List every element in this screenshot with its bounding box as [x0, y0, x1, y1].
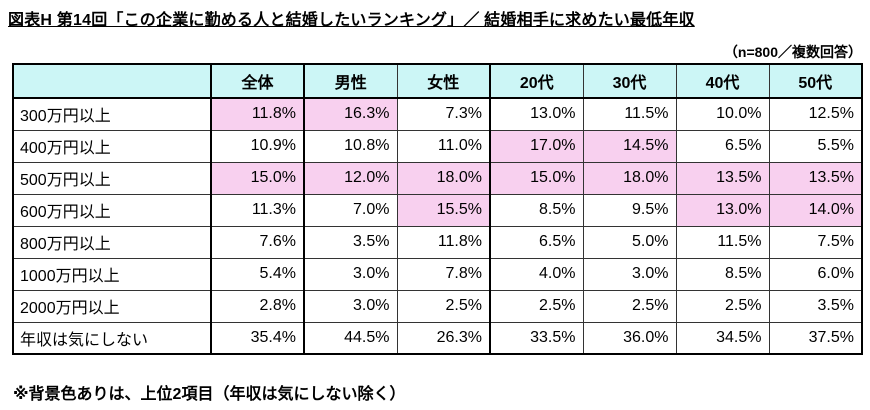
row-label: 500万円以上	[12, 161, 212, 195]
value-cell: 2.8%	[210, 289, 305, 323]
value-cell-highlighted: 18.0%	[582, 161, 677, 195]
row-label: 2000万円以上	[12, 289, 212, 323]
sample-size-note: （n=800／複数回答）	[723, 44, 862, 60]
row-label: 400万円以上	[12, 129, 212, 163]
value-cell-highlighted: 12.0%	[303, 161, 398, 195]
value-cell: 10.8%	[303, 129, 398, 163]
value-cell: 5.0%	[582, 225, 677, 259]
column-header: 30代	[582, 63, 677, 99]
value-cell: 11.5%	[582, 97, 677, 131]
value-cell: 7.6%	[210, 225, 305, 259]
value-cell-highlighted: 14.5%	[582, 129, 677, 163]
value-cell: 8.5%	[489, 193, 584, 227]
row-label: 1000万円以上	[12, 257, 212, 291]
row-label: 600万円以上	[12, 193, 212, 227]
value-cell: 3.5%	[768, 289, 863, 323]
table-row: 1000万円以上 5.4% 3.0% 7.8% 4.0% 3.0% 8.5% 6.0%	[12, 257, 863, 291]
row-label: 300万円以上	[12, 97, 212, 131]
value-cell: 7.5%	[768, 225, 863, 259]
value-cell: 12.5%	[768, 97, 863, 131]
value-cell-highlighted: 17.0%	[489, 129, 584, 163]
value-cell: 7.8%	[396, 257, 491, 291]
value-cell-highlighted: 15.5%	[396, 193, 491, 227]
value-cell: 4.0%	[489, 257, 584, 291]
value-cell: 10.0%	[675, 97, 770, 131]
value-cell: 2.5%	[675, 289, 770, 323]
row-label: 年収は気にしない	[12, 321, 212, 355]
value-cell: 2.5%	[396, 289, 491, 323]
value-cell: 11.3%	[210, 193, 305, 227]
table-row: 400万円以上 10.9% 10.8% 11.0% 17.0% 14.5% 6.5% 5.5%	[12, 129, 863, 163]
corner-cell	[12, 63, 212, 99]
value-cell: 7.3%	[396, 97, 491, 131]
value-cell: 34.5%	[675, 321, 770, 355]
table-row: 600万円以上 11.3% 7.0% 15.5% 8.5% 9.5% 13.0% 14.0%	[12, 193, 863, 227]
value-cell: 3.0%	[582, 257, 677, 291]
value-cell: 6.5%	[675, 129, 770, 163]
table-row: 年収は気にしない 35.4% 44.5% 26.3% 33.5% 36.0% 34.5% 37…	[12, 321, 863, 355]
value-cell: 11.5%	[675, 225, 770, 259]
ranking-table: 全体 男性 女性 20代 30代 40代 50代 300万円以上 11.8% 16.3% 7.3%…	[12, 63, 863, 355]
value-cell-highlighted: 16.3%	[303, 97, 398, 131]
column-header: 全体	[210, 63, 305, 99]
column-header: 40代	[675, 63, 770, 99]
value-cell-highlighted: 13.5%	[768, 161, 863, 195]
column-header: 50代	[768, 63, 863, 99]
figure-title: 図表H 第14回「この企業に勤める人と結婚したいランキング」／ 結婚相手に求めた…	[8, 12, 695, 29]
table-row: 800万円以上 7.6% 3.5% 11.8% 6.5% 5.0% 11.5% 7.5%	[12, 225, 863, 259]
value-cell: 7.0%	[303, 193, 398, 227]
value-cell: 5.5%	[768, 129, 863, 163]
row-label: 800万円以上	[12, 225, 212, 259]
column-header: 男性	[303, 63, 398, 99]
value-cell: 33.5%	[489, 321, 584, 355]
value-cell-highlighted: 13.5%	[675, 161, 770, 195]
column-header: 20代	[489, 63, 584, 99]
value-cell: 2.5%	[582, 289, 677, 323]
value-cell: 3.0%	[303, 289, 398, 323]
value-cell-highlighted: 14.0%	[768, 193, 863, 227]
value-cell: 26.3%	[396, 321, 491, 355]
value-cell-highlighted: 13.0%	[675, 193, 770, 227]
value-cell: 6.5%	[489, 225, 584, 259]
footnote: ※背景色ありは、上位2項目（年収は気にしない除く）	[13, 386, 406, 403]
value-cell-highlighted: 15.0%	[489, 161, 584, 195]
value-cell: 8.5%	[675, 257, 770, 291]
value-cell: 2.5%	[489, 289, 584, 323]
value-cell: 13.0%	[489, 97, 584, 131]
value-cell: 44.5%	[303, 321, 398, 355]
value-cell: 6.0%	[768, 257, 863, 291]
column-header: 女性	[396, 63, 491, 99]
value-cell: 11.8%	[396, 225, 491, 259]
table-row: 500万円以上 15.0% 12.0% 18.0% 15.0% 18.0% 13.5% 13.…	[12, 161, 863, 195]
value-cell: 9.5%	[582, 193, 677, 227]
value-cell: 35.4%	[210, 321, 305, 355]
value-cell-highlighted: 18.0%	[396, 161, 491, 195]
table-row: 300万円以上 11.8% 16.3% 7.3% 13.0% 11.5% 10.0% 12.5…	[12, 97, 863, 131]
table-row: 2000万円以上 2.8% 3.0% 2.5% 2.5% 2.5% 2.5% 3.5%	[12, 289, 863, 323]
value-cell-highlighted: 11.8%	[210, 97, 305, 131]
value-cell: 10.9%	[210, 129, 305, 163]
value-cell: 11.0%	[396, 129, 491, 163]
table-header-row: 全体 男性 女性 20代 30代 40代 50代	[12, 63, 863, 99]
value-cell: 36.0%	[582, 321, 677, 355]
value-cell: 3.0%	[303, 257, 398, 291]
value-cell: 3.5%	[303, 225, 398, 259]
value-cell-highlighted: 15.0%	[210, 161, 305, 195]
value-cell: 5.4%	[210, 257, 305, 291]
value-cell: 37.5%	[768, 321, 863, 355]
